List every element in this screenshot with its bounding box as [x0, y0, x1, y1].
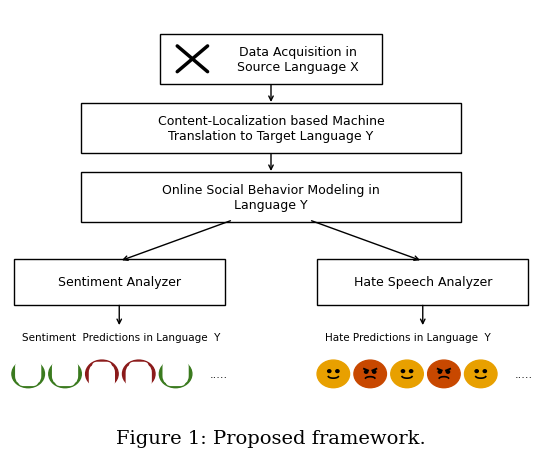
Circle shape: [483, 370, 486, 373]
Circle shape: [335, 370, 339, 373]
FancyBboxPatch shape: [317, 259, 528, 305]
Text: .....: .....: [210, 369, 228, 379]
Circle shape: [464, 360, 497, 388]
Text: Hate Predictions in Language  Y: Hate Predictions in Language Y: [325, 333, 491, 343]
FancyBboxPatch shape: [55, 369, 75, 386]
FancyBboxPatch shape: [129, 362, 149, 379]
FancyBboxPatch shape: [89, 364, 115, 391]
FancyBboxPatch shape: [81, 103, 461, 154]
Circle shape: [428, 360, 460, 388]
Text: .....: .....: [515, 369, 533, 379]
FancyBboxPatch shape: [166, 369, 185, 386]
Circle shape: [122, 360, 155, 388]
Circle shape: [401, 370, 404, 373]
Text: Online Social Behavior Modeling in
Language Y: Online Social Behavior Modeling in Langu…: [162, 184, 380, 211]
FancyBboxPatch shape: [18, 369, 38, 386]
FancyBboxPatch shape: [14, 259, 225, 305]
FancyBboxPatch shape: [163, 358, 189, 385]
FancyBboxPatch shape: [160, 34, 382, 85]
Circle shape: [328, 370, 331, 373]
Text: Data Acquisition in
Source Language X: Data Acquisition in Source Language X: [237, 46, 359, 73]
Circle shape: [354, 360, 386, 388]
Circle shape: [365, 371, 367, 373]
FancyBboxPatch shape: [81, 172, 461, 223]
Text: Sentiment  Predictions in Language  Y: Sentiment Predictions in Language Y: [22, 333, 220, 343]
FancyBboxPatch shape: [126, 364, 152, 391]
Text: Figure 1: Proposed framework.: Figure 1: Proposed framework.: [116, 430, 426, 448]
FancyBboxPatch shape: [15, 358, 41, 385]
Text: Hate Speech Analyzer: Hate Speech Analyzer: [353, 276, 492, 289]
Circle shape: [447, 371, 449, 373]
Circle shape: [475, 370, 478, 373]
Circle shape: [317, 360, 350, 388]
Circle shape: [159, 360, 192, 388]
Circle shape: [373, 371, 376, 373]
Circle shape: [86, 360, 118, 388]
FancyBboxPatch shape: [92, 362, 112, 379]
Circle shape: [391, 360, 423, 388]
Circle shape: [12, 360, 44, 388]
Circle shape: [410, 370, 412, 373]
FancyBboxPatch shape: [52, 358, 78, 385]
Text: Sentiment Analyzer: Sentiment Analyzer: [58, 276, 180, 289]
Circle shape: [438, 371, 441, 373]
Circle shape: [49, 360, 81, 388]
Text: Content-Localization based Machine
Translation to Target Language Y: Content-Localization based Machine Trans…: [158, 115, 384, 142]
